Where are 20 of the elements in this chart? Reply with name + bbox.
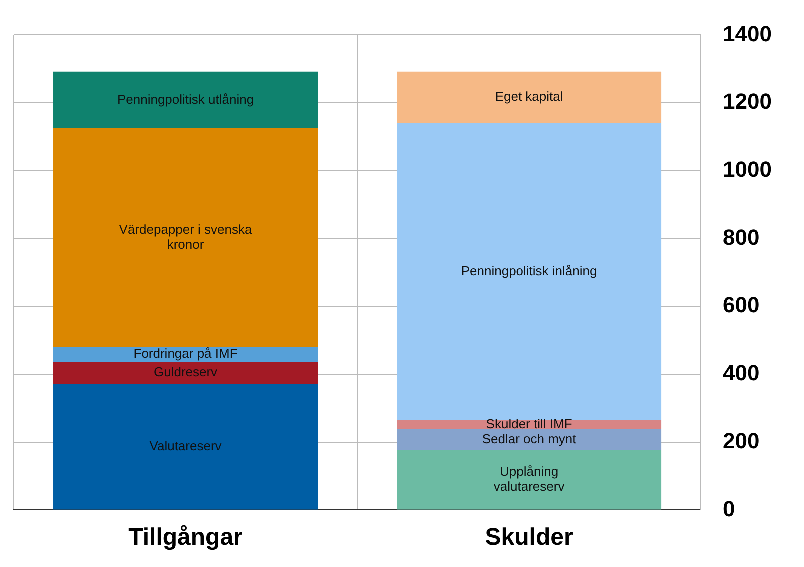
y-tick-label: 0: [723, 496, 736, 522]
series-label: Eget kapital: [495, 89, 564, 104]
series-label: Värdepapper i svenska kronor: [119, 222, 254, 252]
series-label: Valutareserv: [150, 438, 222, 454]
series-label: Fordringar på IMF: [134, 346, 238, 362]
x-tick-label: Tillgångar: [128, 524, 243, 552]
series-label: Guldreserv: [154, 364, 218, 380]
y-tick-label: 1400: [723, 21, 772, 46]
y-tick-label: 1000: [723, 156, 772, 182]
y-tick-label: 1200: [723, 89, 772, 114]
y-tick-label: 600: [723, 292, 760, 318]
series-label: Skulder till IMF: [486, 416, 572, 432]
series-label: Upplåning valutareserv: [494, 464, 566, 494]
y-tick-label: 200: [723, 428, 760, 454]
series-label: Penningpolitisk utlåning: [117, 92, 254, 107]
y-tick-label: 800: [723, 224, 760, 250]
series-label: Penningpolitisk inlåning: [461, 263, 598, 278]
series-label: Sedlar och mynt: [482, 431, 577, 446]
y-tick-label: 400: [723, 360, 760, 386]
x-tick-label: Skulder: [485, 524, 574, 552]
